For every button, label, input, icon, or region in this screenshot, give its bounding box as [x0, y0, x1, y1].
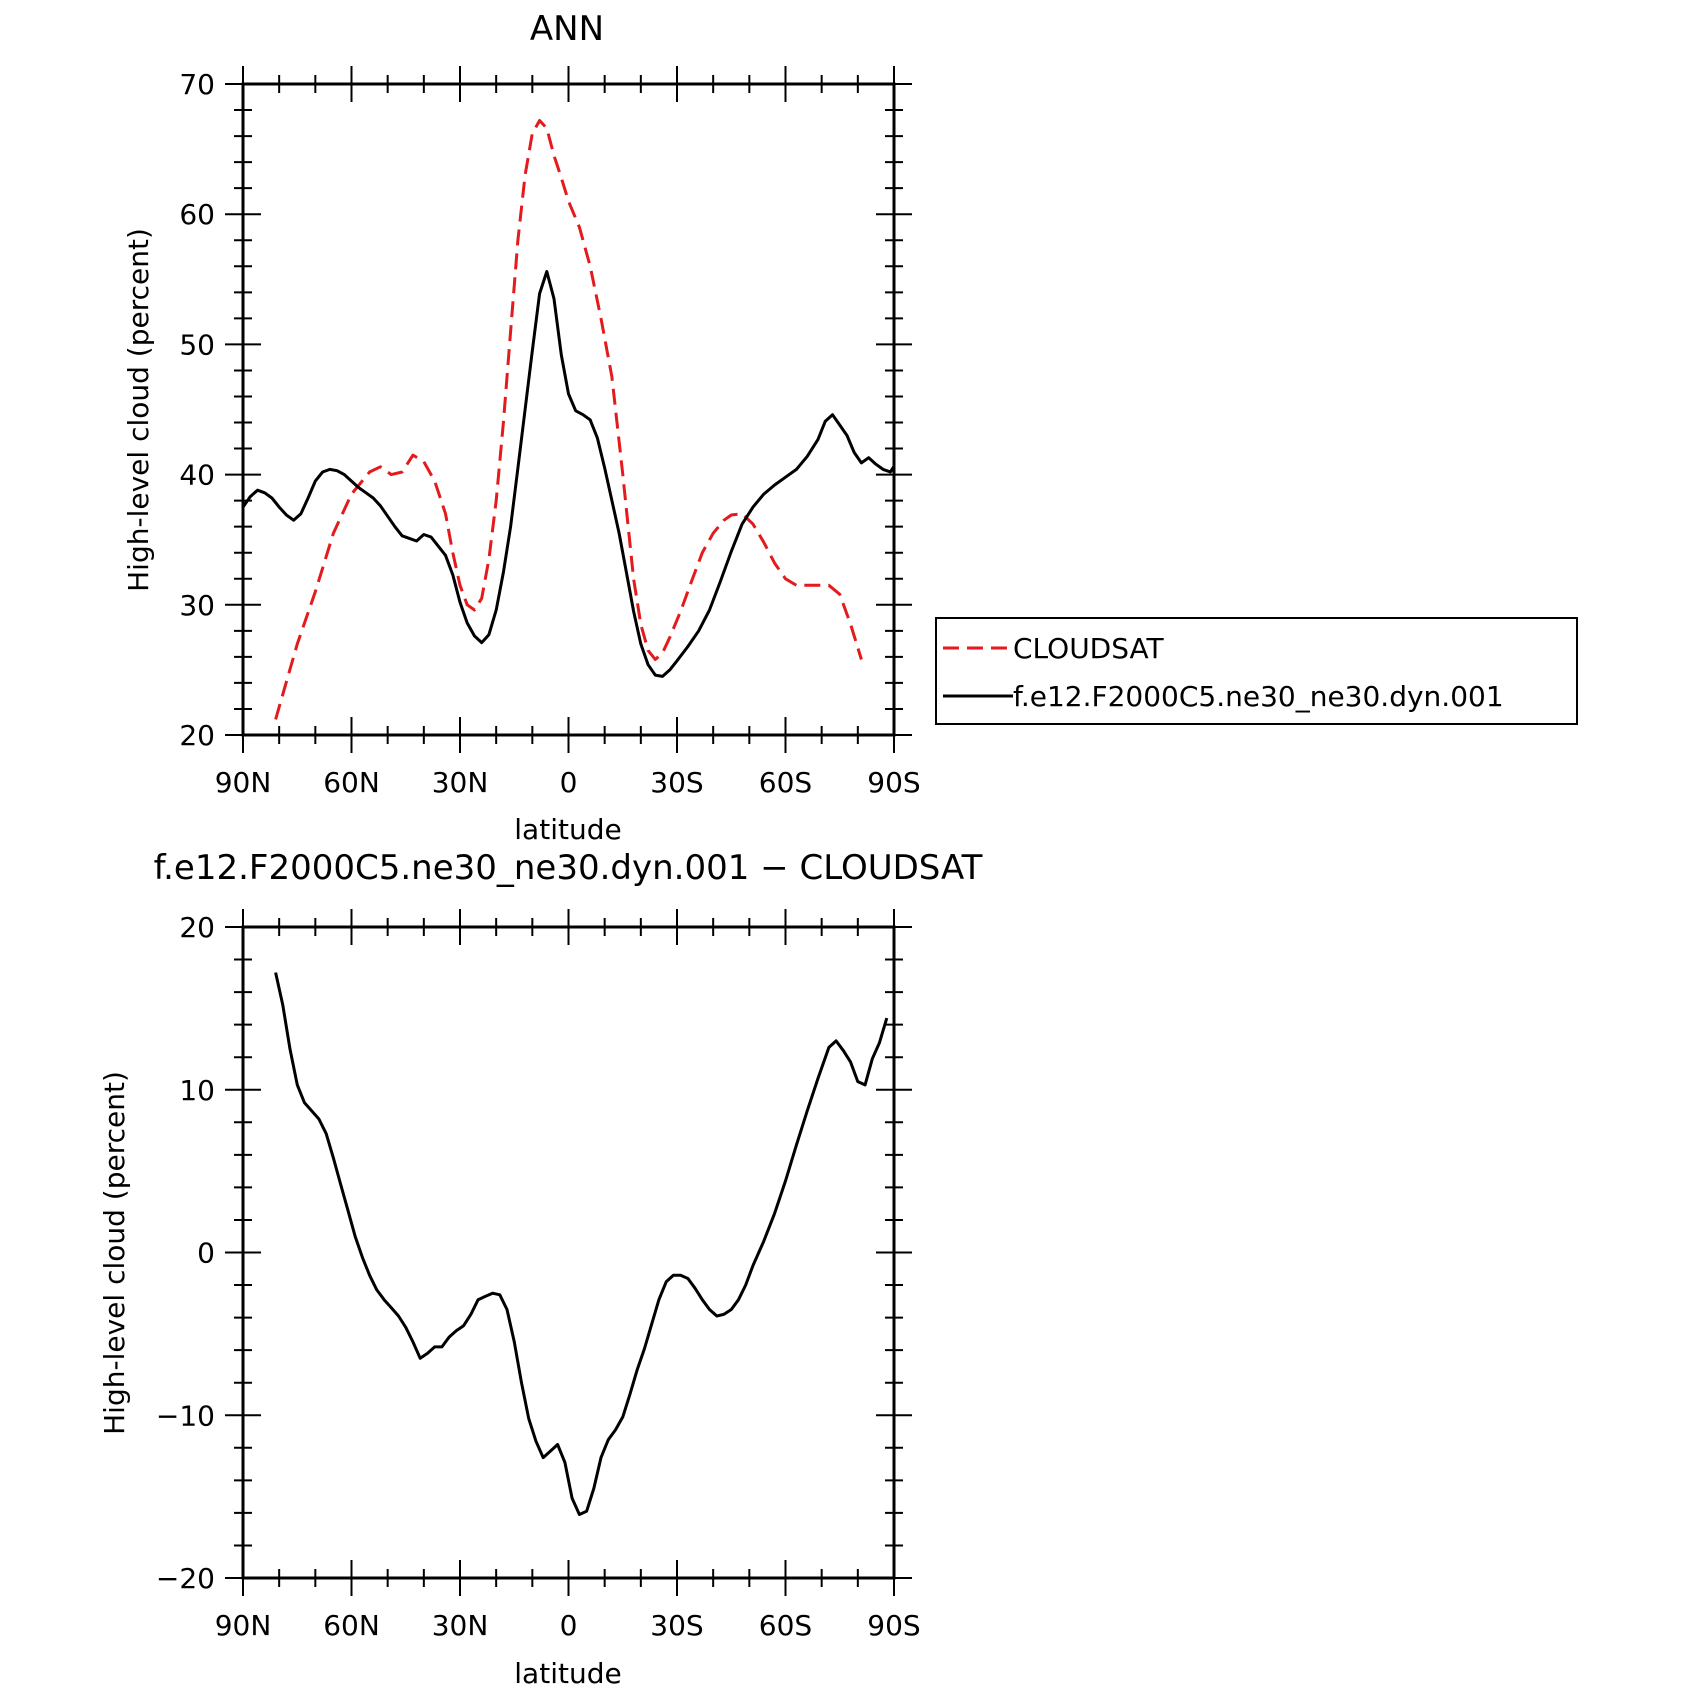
legend-label-model: f.e12.F2000C5.ne30_ne30.dyn.001 — [1013, 680, 1504, 713]
legend: CLOUDSAT f.e12.F2000C5.ne30_ne30.dyn.001 — [935, 617, 1578, 725]
y-tick-label: 20 — [179, 911, 215, 944]
y-tick-label: −20 — [156, 1562, 215, 1595]
y-tick-label: 30 — [179, 589, 215, 622]
y-tick-label: 50 — [179, 328, 215, 361]
y-tick-label: −10 — [156, 1399, 215, 1432]
top-chart: ANN 20 30 40 50 60 70 90N 60N 30N 0 30S 60S 90S lat… — [122, 9, 1578, 846]
top-chart-y-tick-labels: 20 30 40 50 60 70 — [179, 68, 215, 752]
x-tick-label: 0 — [560, 766, 578, 799]
top-chart-plot-frame — [241, 82, 896, 737]
x-tick-label: 30N — [432, 1609, 489, 1642]
x-tick-label: 90N — [215, 766, 272, 799]
bottom-chart-x-axis-label: latitude — [514, 1657, 621, 1690]
series-line-f-e12-f2000c5-ne30-ne30-dyn-001 — [243, 270, 894, 678]
x-tick-label: 30N — [432, 766, 489, 799]
bottom-chart-y-axis-label: High-level cloud (percent) — [98, 1071, 131, 1435]
top-chart-x-tick-labels: 90N 60N 30N 0 30S 60S 90S — [215, 766, 921, 799]
bottom-chart-series — [274, 972, 889, 1516]
y-tick-label: 10 — [179, 1074, 215, 1107]
x-tick-label: 30S — [650, 1609, 703, 1642]
y-tick-label: 0 — [197, 1237, 215, 1270]
legend-box — [935, 617, 1578, 725]
top-chart-y-axis-label: High-level cloud (percent) — [122, 228, 155, 592]
bottom-chart-x-tick-labels: 90N 60N 30N 0 30S 60S 90S — [215, 1609, 921, 1642]
top-chart-series — [243, 119, 894, 720]
bottom-chart-title: f.e12.F2000C5.ne30_ne30.dyn.001 − CLOUDS… — [154, 848, 983, 888]
x-tick-label: 0 — [560, 1609, 578, 1642]
series-line-series-0 — [274, 972, 889, 1516]
x-tick-label: 60N — [323, 766, 380, 799]
x-tick-label: 90S — [867, 766, 920, 799]
y-tick-label: 60 — [179, 198, 215, 231]
bottom-chart-plot-frame — [241, 925, 896, 1580]
y-tick-label: 20 — [179, 719, 215, 752]
x-tick-label: 90S — [867, 1609, 920, 1642]
x-tick-label: 60S — [759, 766, 812, 799]
y-tick-label: 70 — [179, 68, 215, 101]
top-chart-x-axis-label: latitude — [514, 813, 621, 846]
x-tick-label: 30S — [650, 766, 703, 799]
top-chart-title: ANN — [530, 9, 604, 49]
bottom-chart: f.e12.F2000C5.ne30_ne30.dyn.001 − CLOUDS… — [98, 848, 983, 1690]
x-tick-label: 60N — [323, 1609, 380, 1642]
y-tick-label: 40 — [179, 459, 215, 492]
bottom-chart-y-tick-labels: −20 −10 0 10 20 — [156, 911, 215, 1595]
legend-label-cloudsat: CLOUDSAT — [1013, 632, 1165, 665]
x-tick-label: 90N — [215, 1609, 272, 1642]
x-tick-label: 60S — [759, 1609, 812, 1642]
